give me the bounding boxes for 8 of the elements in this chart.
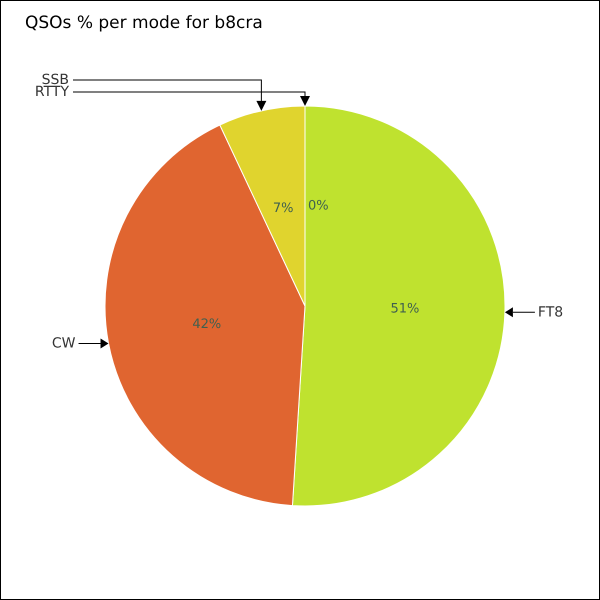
slice-label: CW [52, 335, 76, 352]
chart-title: QSOs % per mode for b8cra [25, 13, 263, 33]
text: 0% [308, 198, 329, 214]
data-label: 7% [272, 200, 294, 216]
data-label: 51% [390, 302, 420, 317]
data-label: 42% [192, 317, 222, 332]
category-label: RTTY [34, 84, 69, 100]
slice-label: FT8 [538, 304, 564, 320]
